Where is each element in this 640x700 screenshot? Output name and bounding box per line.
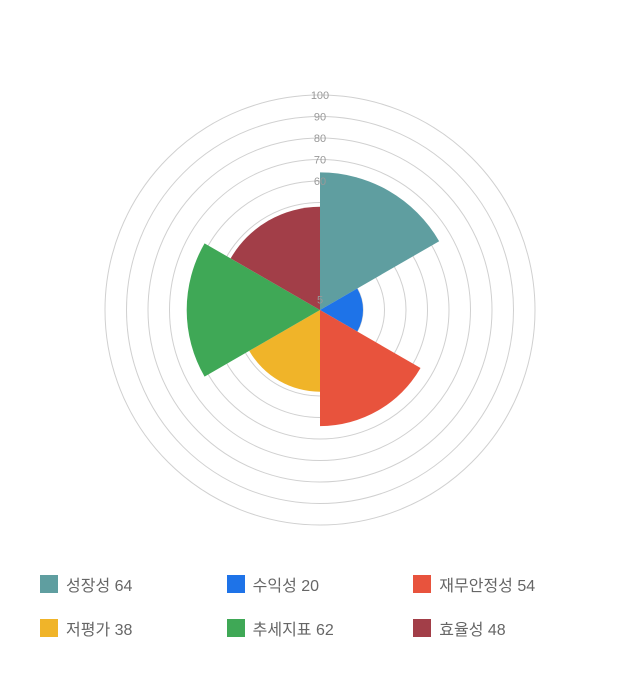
legend-label: 저평가 38 [66, 616, 132, 640]
legend-swatch [40, 575, 58, 593]
chart-segments [187, 172, 439, 426]
legend-swatch [413, 575, 431, 593]
legend-item-trend: 추세지표 62 [227, 616, 414, 640]
tick-label: 5 [317, 294, 323, 306]
tick-label: 80 [314, 133, 326, 145]
legend-swatch [40, 619, 58, 637]
legend-item-stability: 재무안정성 54 [413, 572, 600, 596]
legend-label: 성장성 64 [66, 572, 132, 596]
polar-chart-svg: 5 60 70 80 90 100 [0, 0, 640, 560]
legend-item-efficiency: 효율성 48 [413, 616, 600, 640]
legend-swatch [227, 619, 245, 637]
legend-label: 재무안정성 54 [439, 572, 535, 596]
legend-swatch [413, 619, 431, 637]
legend-item-growth: 성장성 64 [40, 572, 227, 596]
legend-swatch [227, 575, 245, 593]
legend-label: 효율성 48 [439, 616, 505, 640]
legend-item-profit: 수익성 20 [227, 572, 414, 596]
tick-label: 90 [314, 112, 326, 124]
segment-stability [320, 310, 421, 426]
tick-label: 70 [314, 155, 326, 167]
legend-label: 수익성 20 [253, 572, 319, 596]
legend-label: 추세지표 62 [253, 616, 334, 640]
tick-label: 100 [311, 90, 329, 102]
chart-legend: 성장성 64 수익성 20 재무안정성 54 저평가 38 추세지표 62 효율… [40, 572, 600, 660]
polar-chart-container: 5 60 70 80 90 100 성장성 64 수익성 20 재무안정성 54 저평가 … [0, 0, 640, 700]
tick-label: 60 [314, 176, 326, 188]
segment-growth [320, 172, 439, 310]
legend-item-undervalue: 저평가 38 [40, 616, 227, 640]
